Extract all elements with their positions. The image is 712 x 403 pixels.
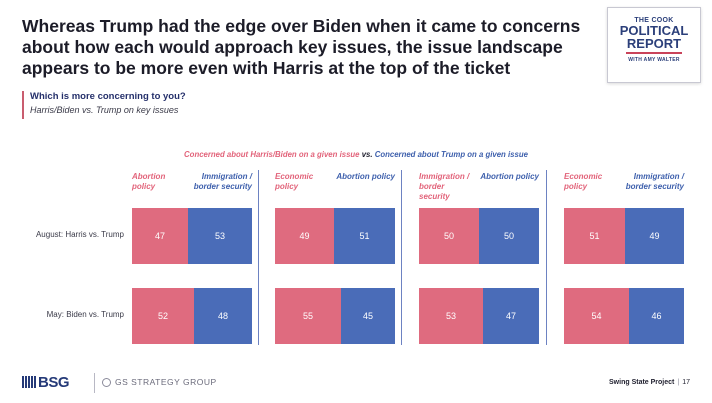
bar-segment-trump: 53 bbox=[188, 208, 252, 264]
slide-title: Whereas Trump had the edge over Biden wh… bbox=[22, 16, 581, 78]
row-label: August: Harris vs. Trump bbox=[35, 230, 124, 239]
bar-segment-harris: 47 bbox=[132, 208, 188, 264]
bar-segment-harris: 54 bbox=[564, 288, 629, 344]
issue-header-harris: Economic policy bbox=[275, 172, 314, 191]
bar-segment-harris: 49 bbox=[275, 208, 334, 264]
footer-divider bbox=[94, 373, 95, 393]
bsg-stripes-icon bbox=[22, 376, 36, 388]
question-text: Which is more concerning to you? bbox=[30, 91, 186, 102]
gs-strategy-logo: GS STRATEGY GROUP bbox=[102, 377, 217, 387]
cook-political-report-logo: THE COOK POLITICAL REPORT WITH AMY WALTE… bbox=[607, 7, 701, 83]
logo-line-3: REPORT bbox=[626, 36, 682, 51]
logo-line-4: WITH AMY WALTER bbox=[628, 57, 680, 63]
issue-header-harris: Economic policy bbox=[564, 172, 603, 191]
legend-vs: vs. bbox=[361, 150, 373, 159]
issue-header-trump: Abortion policy bbox=[480, 172, 539, 181]
bar-segment-harris: 55 bbox=[275, 288, 341, 344]
row-label: May: Biden vs. Trump bbox=[46, 310, 124, 319]
issue-header-trump: Immigration / border security bbox=[625, 172, 684, 191]
bar-segment-trump: 45 bbox=[341, 288, 395, 344]
logo-line-2: POLITICAL bbox=[619, 23, 689, 38]
gs-circle-icon bbox=[102, 378, 111, 387]
bar-segment-harris: 51 bbox=[564, 208, 625, 264]
bar-segment-trump: 51 bbox=[334, 208, 395, 264]
legend-harris: Concerned about Harris/Biden on a given … bbox=[184, 150, 360, 159]
footer-project: Swing State Project | 17 bbox=[609, 379, 690, 386]
bsg-logo-text: BSG bbox=[38, 374, 70, 391]
chart-subtitle: Harris/Biden vs. Trump on key issues bbox=[30, 105, 179, 115]
chart-legend: Concerned about Harris/Biden on a given … bbox=[0, 150, 712, 159]
project-name: Swing State Project bbox=[609, 379, 675, 386]
issue-header-trump: Abortion policy bbox=[336, 172, 395, 181]
bar-segment-trump: 50 bbox=[479, 208, 539, 264]
bar-segment-harris: 53 bbox=[419, 288, 483, 344]
panel-divider bbox=[258, 170, 259, 345]
bar-segment-trump: 48 bbox=[194, 288, 252, 344]
bar-segment-trump: 46 bbox=[629, 288, 684, 344]
bar-segment-harris: 50 bbox=[419, 208, 479, 264]
page-number: 17 bbox=[682, 379, 690, 386]
bar-segment-trump: 49 bbox=[625, 208, 684, 264]
issue-header-harris: Abortion policy bbox=[132, 172, 166, 191]
gs-logo-text: GS STRATEGY GROUP bbox=[115, 377, 217, 387]
bsg-logo: BSG bbox=[22, 374, 70, 391]
bar-segment-harris: 52 bbox=[132, 288, 194, 344]
footer-pipe: | bbox=[677, 379, 680, 386]
issue-header-trump: Immigration / border security bbox=[193, 172, 252, 191]
issue-header-harris: Immigration / border security bbox=[419, 172, 470, 201]
panel-divider bbox=[401, 170, 402, 345]
bar-segment-trump: 47 bbox=[483, 288, 539, 344]
logo-accent-bar bbox=[626, 52, 682, 54]
panel-divider bbox=[546, 170, 547, 345]
legend-trump: Concerned about Trump on a given issue bbox=[374, 150, 528, 159]
question-accent-bar bbox=[22, 91, 24, 119]
logo-line-1: THE COOK bbox=[634, 17, 674, 24]
